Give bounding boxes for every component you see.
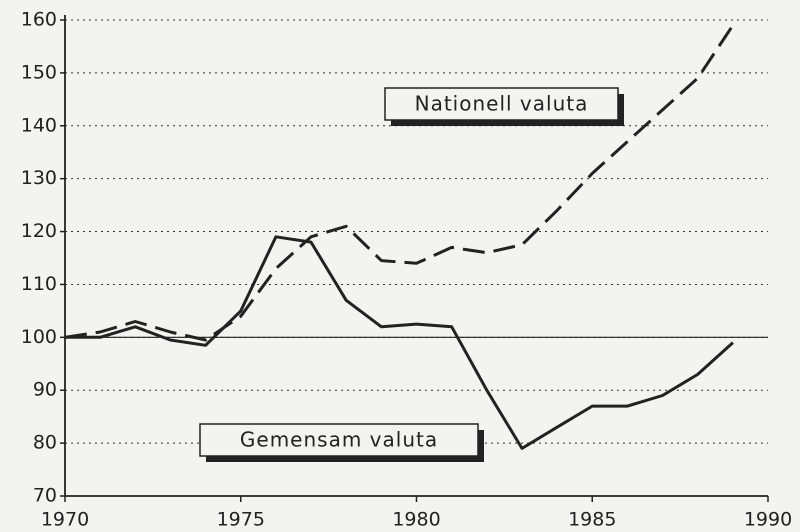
y-tick-label: 110 xyxy=(21,273,57,295)
series-line xyxy=(64,24,735,342)
x-tick-label: 1990 xyxy=(744,509,792,531)
x-tick-label: 1970 xyxy=(41,509,89,531)
x-tick-label: 1980 xyxy=(392,509,440,531)
series-line xyxy=(65,235,734,450)
y-tick-label: 90 xyxy=(33,379,57,401)
y-tick-label: 160 xyxy=(21,9,57,31)
y-tick-label: 100 xyxy=(21,326,57,348)
y-tick-label: 120 xyxy=(21,220,57,242)
label-box xyxy=(384,87,619,121)
y-tick-label: 80 xyxy=(33,432,57,454)
label-box xyxy=(199,423,479,457)
x-tick-label: 1975 xyxy=(217,509,265,531)
x-tick-label: 1985 xyxy=(568,509,616,531)
series-label: Gemensam valuta xyxy=(240,428,438,452)
series-label: Nationell valuta xyxy=(415,92,589,116)
y-tick-label: 70 xyxy=(33,485,57,507)
y-tick-label: 150 xyxy=(21,61,57,83)
y-tick-label: 140 xyxy=(21,114,57,136)
y-tick-label: 130 xyxy=(21,167,57,189)
